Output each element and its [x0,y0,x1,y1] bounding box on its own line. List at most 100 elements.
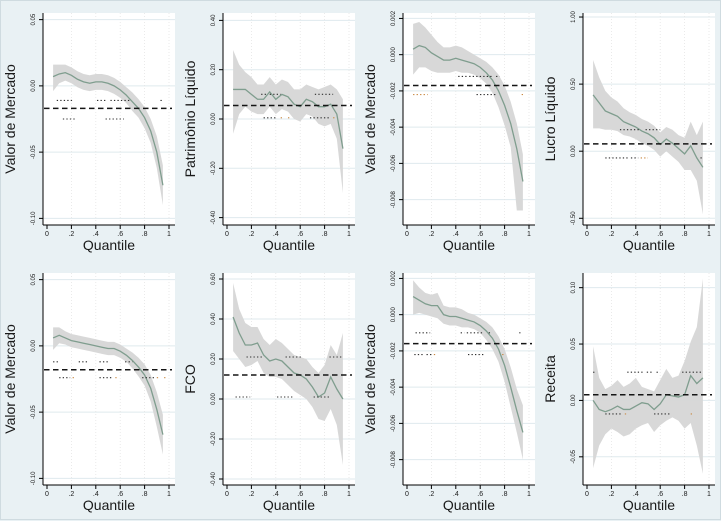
plot-layers [584,278,712,474]
x-tick-label: .2 [428,491,434,498]
y-tick-label: 1.00 [571,11,577,23]
x-tick-label: .6 [117,491,123,498]
quantile-estimate-line [52,334,164,435]
x-tick-label: .4 [93,491,99,498]
x-tick-label: 1 [347,231,351,238]
y-tick-label: 0.002 [391,10,397,26]
y-tick-label: -0.40 [211,472,217,486]
plot-canvas: 0.40 0.20 0.00 -0.20 -0.40 0 .2 .4 .6 .8 1 Patrimôn… [182,13,355,253]
y-axis-title: Valor de Mercado [2,64,18,174]
x-tick-label: .4 [273,231,279,238]
y-tick-label: -0.50 [571,211,577,225]
x-tick-label: .8 [322,491,328,498]
confidence-band [413,280,523,460]
x-axis-title: Quantile [623,497,675,513]
x-tick-label: .2 [608,491,614,498]
quantile-plot-cell: 0.40 0.20 0.00 -0.20 -0.40 0 .2 .4 .6 .8 1 Patrimôn… [181,1,361,261]
quantile-plot-cell: 1.00 0.50 0.00 -0.50 0 .2 .4 .6 .8 1 Lucro Líquido… [541,1,721,261]
y-axis-title: Valor de Mercado [2,324,18,434]
y-tick-label: 0.00 [211,113,217,125]
y-tick-label: -0.006 [391,154,397,172]
y-tick-label: 0.20 [211,353,217,365]
y-tick-label: -0.004 [391,378,397,396]
quantile-estimate-line [412,44,524,182]
y-tick-label: -0.006 [391,414,397,432]
x-tick-label: 0 [405,491,409,498]
y-tick-label: 0.20 [211,63,217,75]
x-tick-label: 0 [45,231,49,238]
plot-canvas: 1.00 0.50 0.00 -0.50 0 .2 .4 .6 .8 1 Lucro Líquido… [542,11,715,253]
confidence-band [53,327,163,455]
y-tick-label: -0.40 [211,210,217,224]
x-axis-title: Quantile [263,497,315,513]
x-tick-label: .4 [273,491,279,498]
y-axis-title: Valor de Mercado [362,324,378,434]
quantile-plot-cell: 0.05 0.00 -0.05 -0.10 0 .2 .4 .6 .8 1 Valor de Mer… [1,1,181,261]
plot-canvas: 0.05 0.00 -0.05 -0.10 0 .2 .4 .6 .8 1 Valor de Mer… [2,273,175,513]
y-axis-title: Lucro Líquido [542,76,558,161]
plot-canvas: 0.002 0.000 -0.002 -0.004 -0.006 -0.008 0 .2 .4.… [362,270,535,513]
y-tick-label: -0.05 [571,449,577,463]
plot-layers [224,49,352,193]
y-tick-label: -0.05 [31,145,37,159]
quantile-plot-cell: 0.60 0.40 0.20 0.00 -0.20 -0.40 0 .2 .4 .6 .8 1 FCO Q… [181,261,361,521]
y-tick-label: 0.05 [571,338,577,350]
y-tick-label: 0.00 [31,79,37,91]
y-axis-title: Valor de Mercado [362,64,378,174]
x-tick-label: .8 [142,231,148,238]
x-tick-label: .4 [453,491,459,498]
x-tick-label: 1 [167,491,171,498]
x-tick-label: 0 [45,491,49,498]
y-axis-title: Patrimônio Líquido [182,60,198,177]
x-tick-label: .4 [93,231,99,238]
x-tick-label: .2 [248,491,254,498]
x-tick-label: .2 [68,491,74,498]
y-tick-label: 0.00 [571,394,577,406]
confidence-band [233,283,343,465]
x-tick-label: .6 [657,491,663,498]
quantile-estimate-line [233,88,344,149]
x-tick-label: 1 [707,231,711,238]
x-axis-title: Quantile [83,497,135,513]
quantile-plot-cell: 0.002 0.000 -0.002 -0.004 -0.006 -0.008 0 .2 .4.… [361,1,541,261]
y-tick-label: 0.00 [211,393,217,405]
y-tick-label: 0.05 [31,273,37,285]
x-axis-title: Quantile [443,497,495,513]
x-tick-label: .6 [117,231,123,238]
y-tick-label: -0.10 [31,211,37,225]
x-tick-label: .6 [297,491,303,498]
quantile-plot-cell: 0.10 0.05 0.00 -0.05 0 .2 .4 .6 .8 1 Receita Quanti… [541,261,721,521]
x-tick-label: .6 [477,231,483,238]
y-tick-label: 0.002 [391,270,397,286]
y-tick-label: -0.10 [31,471,37,485]
x-tick-label: .6 [297,231,303,238]
x-tick-label: .8 [142,491,148,498]
y-tick-label: -0.002 [391,342,397,360]
plot-area [43,13,175,225]
x-tick-label: .8 [682,231,688,238]
x-tick-label: 0 [225,491,229,498]
x-axis-title: Quantile [263,237,315,253]
quantile-estimate-line [232,316,344,400]
y-axis-title: Receita [542,355,558,403]
x-tick-label: .8 [682,491,688,498]
plot-layers [44,327,172,455]
x-tick-label: .4 [633,491,639,498]
x-tick-label: .6 [477,491,483,498]
plot-layers [584,59,712,215]
confidence-band [233,49,343,193]
confidence-band [413,22,523,211]
y-tick-label: -0.002 [391,82,397,100]
confidence-band [53,64,163,206]
x-tick-label: .4 [453,231,459,238]
y-tick-label: 0.60 [211,273,217,285]
x-tick-label: 0 [405,231,409,238]
plot-canvas: 0.10 0.05 0.00 -0.05 0 .2 .4 .6 .8 1 Receita Quanti… [542,273,715,513]
x-tick-label: .2 [68,231,74,238]
y-tick-label: 0.40 [211,313,217,325]
y-tick-label: -0.008 [391,450,397,468]
x-tick-label: .6 [657,231,663,238]
y-tick-label: 0.00 [571,145,577,157]
